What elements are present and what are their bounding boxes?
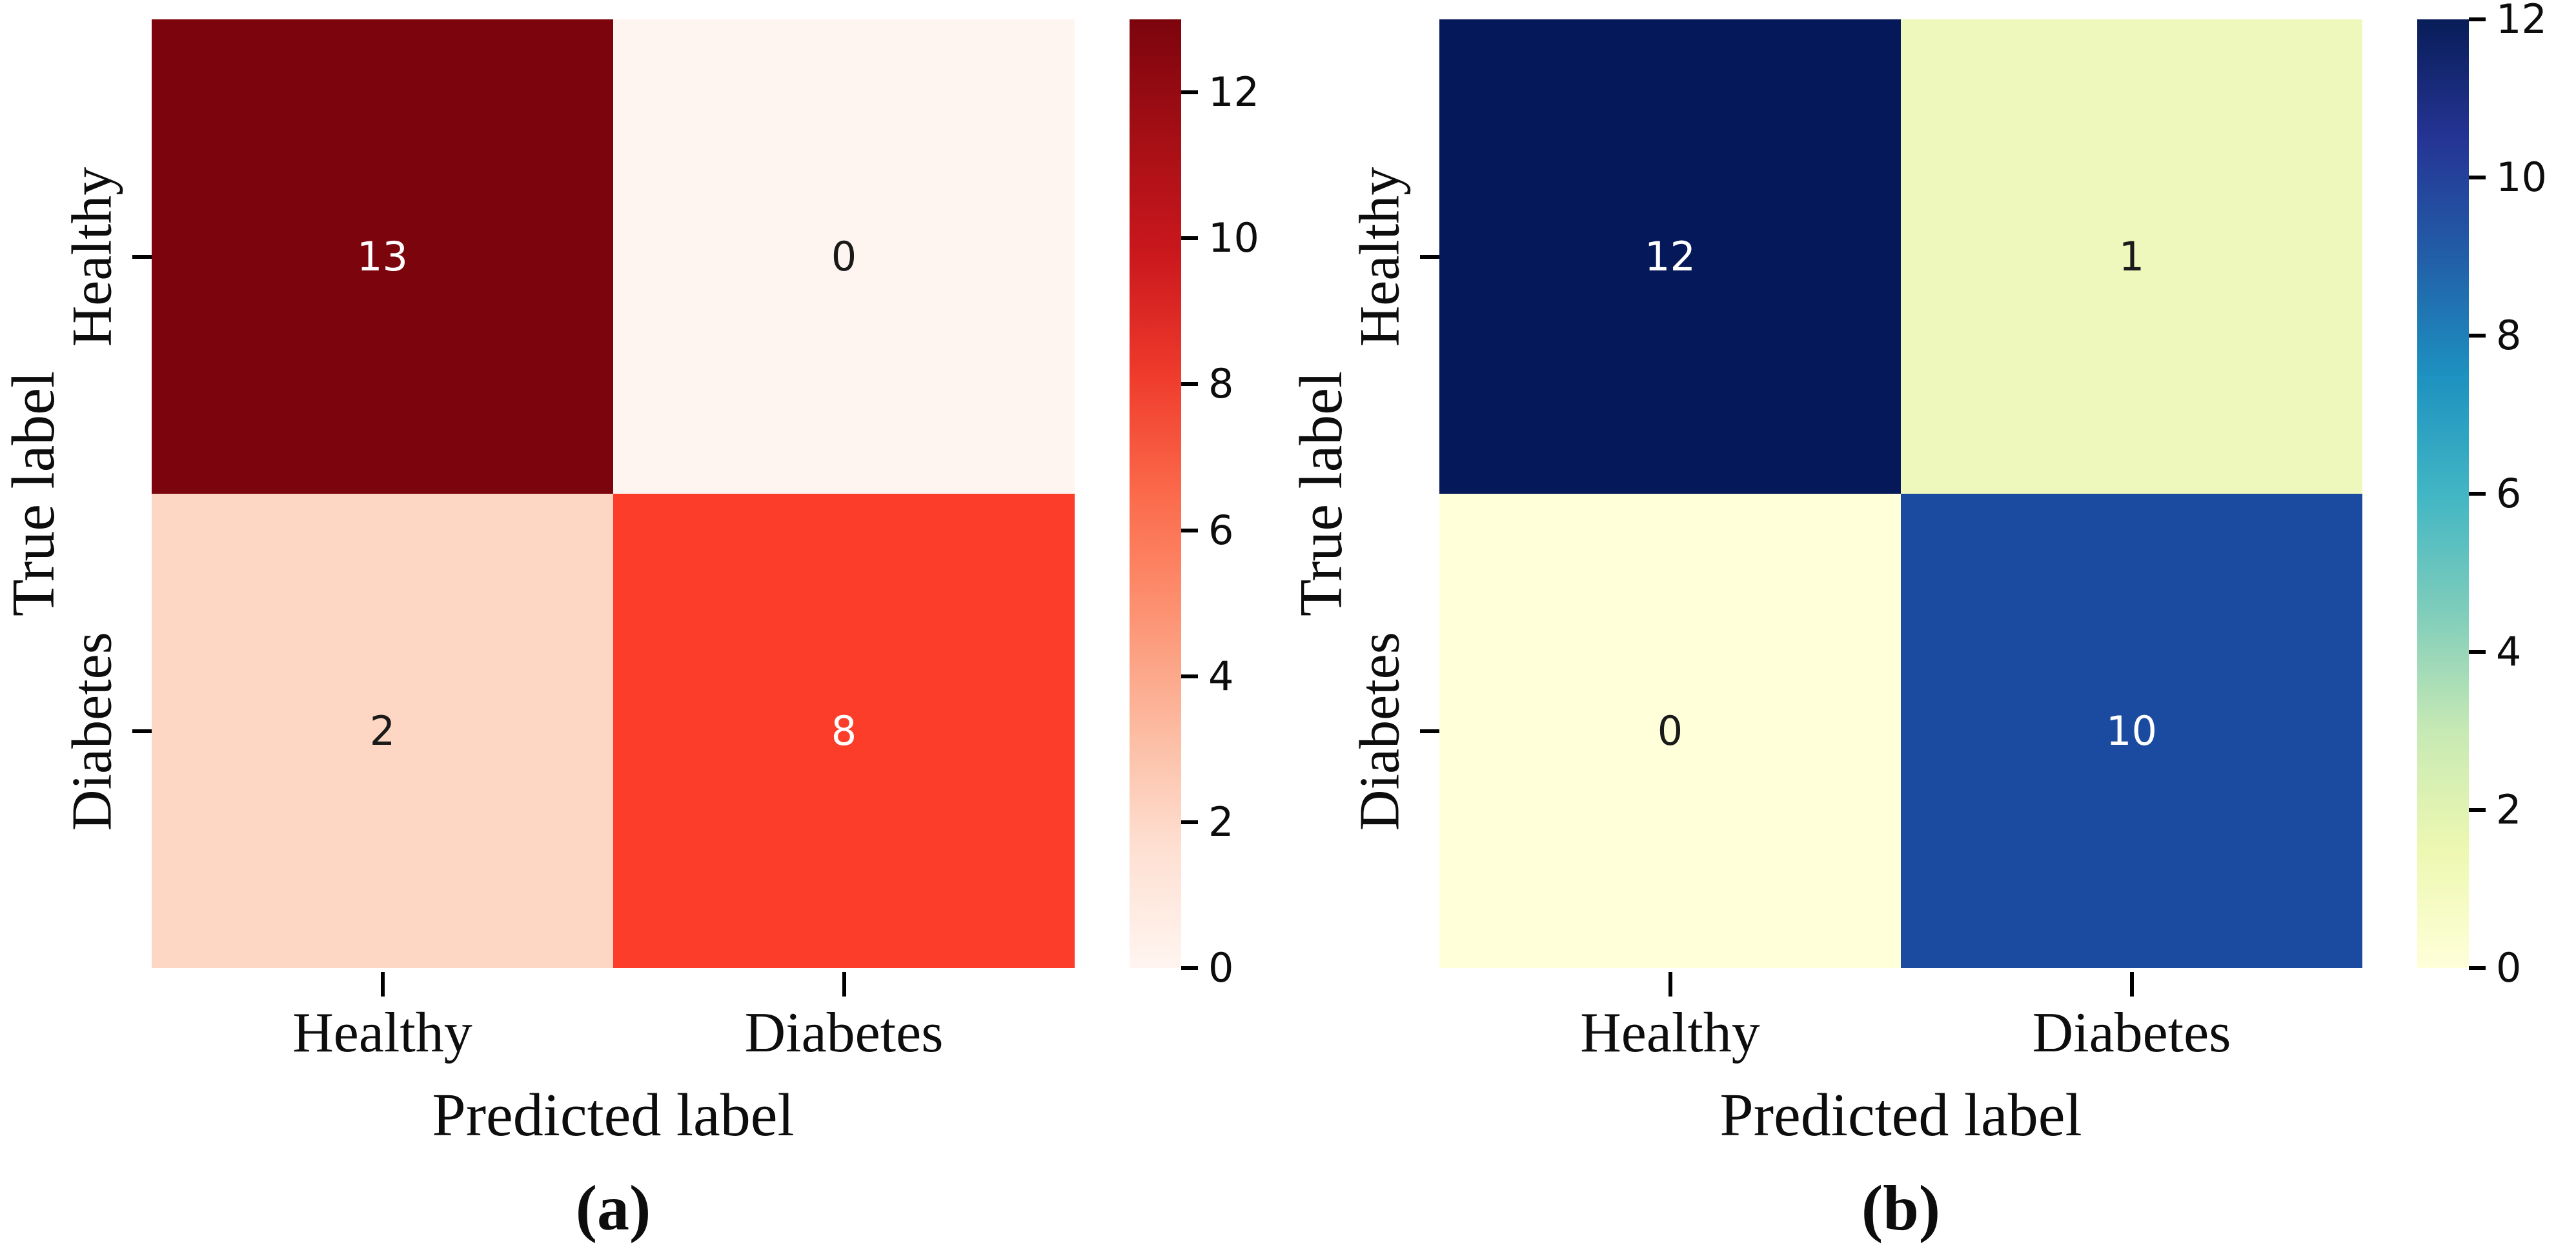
y-tick-label-diabetes: Diabetes [61,631,124,831]
heatmap-cell-true-diabetes-pred-healthy: 0 [1439,494,1901,968]
colorbar-tick-mark [2469,492,2486,496]
y-tick-column: Healthy Diabetes [61,19,152,968]
y-tick-column: Healthy Diabetes [1348,19,1439,968]
x-tick-mark [1668,972,1672,997]
x-tick-label-healthy: Healthy [292,1002,472,1064]
caption-row: (a) [0,1149,1288,1245]
y-tick-label-healthy: Healthy [61,167,124,347]
y-tick-mark [132,254,152,259]
heatmap-cell-true-diabetes-pred-healthy: 2 [152,494,613,968]
y-axis-label: True label [0,370,68,617]
colorbar-a: 0 2 4 6 8 10 1 [1130,19,1259,988]
colorbar-b: 0 2 4 6 8 10 1 [2417,0,2547,988]
panel-caption-a: (a) [575,1172,651,1244]
colorbar-tick-mark [1181,674,1198,678]
colorbar-tick-mark [1181,382,1198,387]
y-tick-label-healthy: Healthy [1348,167,1412,347]
x-tick-mark [380,972,385,997]
x-tick-zone: Healthy Diabetes [1439,1000,2362,1071]
heatmap-cell-true-diabetes-pred-diabetes: 10 [1901,494,2362,968]
y-tick-mark [1420,254,1439,259]
x-tick-mark [2129,972,2134,997]
y-axis-label-column: True label [0,19,67,968]
plot-area-a: True label Healthy Diabetes 13 0 2 8 0 2 [0,19,1288,997]
plot-colorbar-gap [2362,19,2417,968]
colorbar-tick-mark [2469,966,2486,970]
heatmap-cell-true-healthy-pred-healthy: 12 [1439,19,1901,494]
confusion-matrix-panel-b: True label Healthy Diabetes 12 1 0 10 0 … [1288,0,2575,1244]
colorbar-tick-mark [1181,236,1198,241]
colorbar-tick-mark [1181,90,1198,95]
heatmap-cell-true-healthy-pred-diabetes: 0 [613,19,1075,494]
panel-caption-b: (b) [1861,1172,1941,1244]
colorbar-tick-mark [1181,528,1198,532]
colorbar-tick-mark [2469,333,2486,338]
x-axis-label-row: Predicted label [1288,1071,2575,1149]
y-tick-mark [1420,729,1439,733]
heatmap-cell-true-healthy-pred-diabetes: 1 [1901,19,2362,494]
colorbar-label-spacer [1181,19,1288,968]
colorbar-tick-mark [1181,966,1198,970]
colorbar-tick-mark [2469,176,2486,180]
y-tick-mark [132,729,152,733]
caption-row: (b) [1288,1149,2575,1245]
x-axis-label-zone: Predicted label [1439,1071,2362,1149]
x-axis-label-zone: Predicted label [152,1071,1075,1149]
caption-zone: (b) [1439,1149,2362,1245]
x-tick-row: Healthy Diabetes [0,1000,1288,1071]
x-axis-label-row: Predicted label [0,1071,1288,1149]
colorbar-tick-mark [1181,820,1198,824]
heatmap-cell-true-healthy-pred-healthy: 13 [152,19,613,494]
caption-zone: (a) [152,1149,1075,1245]
colorbar-tick-mark [2469,807,2486,812]
x-tick-row: Healthy Diabetes [1288,1000,2575,1071]
confusion-matrix-panel-a: True label Healthy Diabetes 13 0 2 8 0 2 [0,0,1288,1244]
heatmap-b: 12 1 0 10 [1439,19,2362,997]
heatmap-a: 13 0 2 8 [152,19,1075,997]
x-tick-label-healthy: Healthy [1580,1002,1760,1064]
plot-colorbar-gap [1075,19,1130,968]
y-axis-label: True label [1288,370,1355,617]
x-axis-label: Predicted label [1719,1082,2082,1149]
x-axis-label: Predicted label [432,1082,795,1149]
x-tick-label-diabetes: Diabetes [744,1002,944,1064]
y-axis-label-column: True label [1288,19,1355,968]
heatmap-cell-true-diabetes-pred-diabetes: 8 [613,494,1075,968]
colorbar-tick-mark [2469,650,2486,654]
x-tick-zone: Healthy Diabetes [152,1000,1075,1071]
x-tick-label-diabetes: Diabetes [2032,1002,2231,1064]
plot-area-b: True label Healthy Diabetes 12 1 0 10 0 … [1288,0,2575,997]
colorbar-tick-mark [2469,17,2486,21]
y-tick-label-diabetes: Diabetes [1348,631,1412,831]
x-tick-mark [842,972,846,997]
